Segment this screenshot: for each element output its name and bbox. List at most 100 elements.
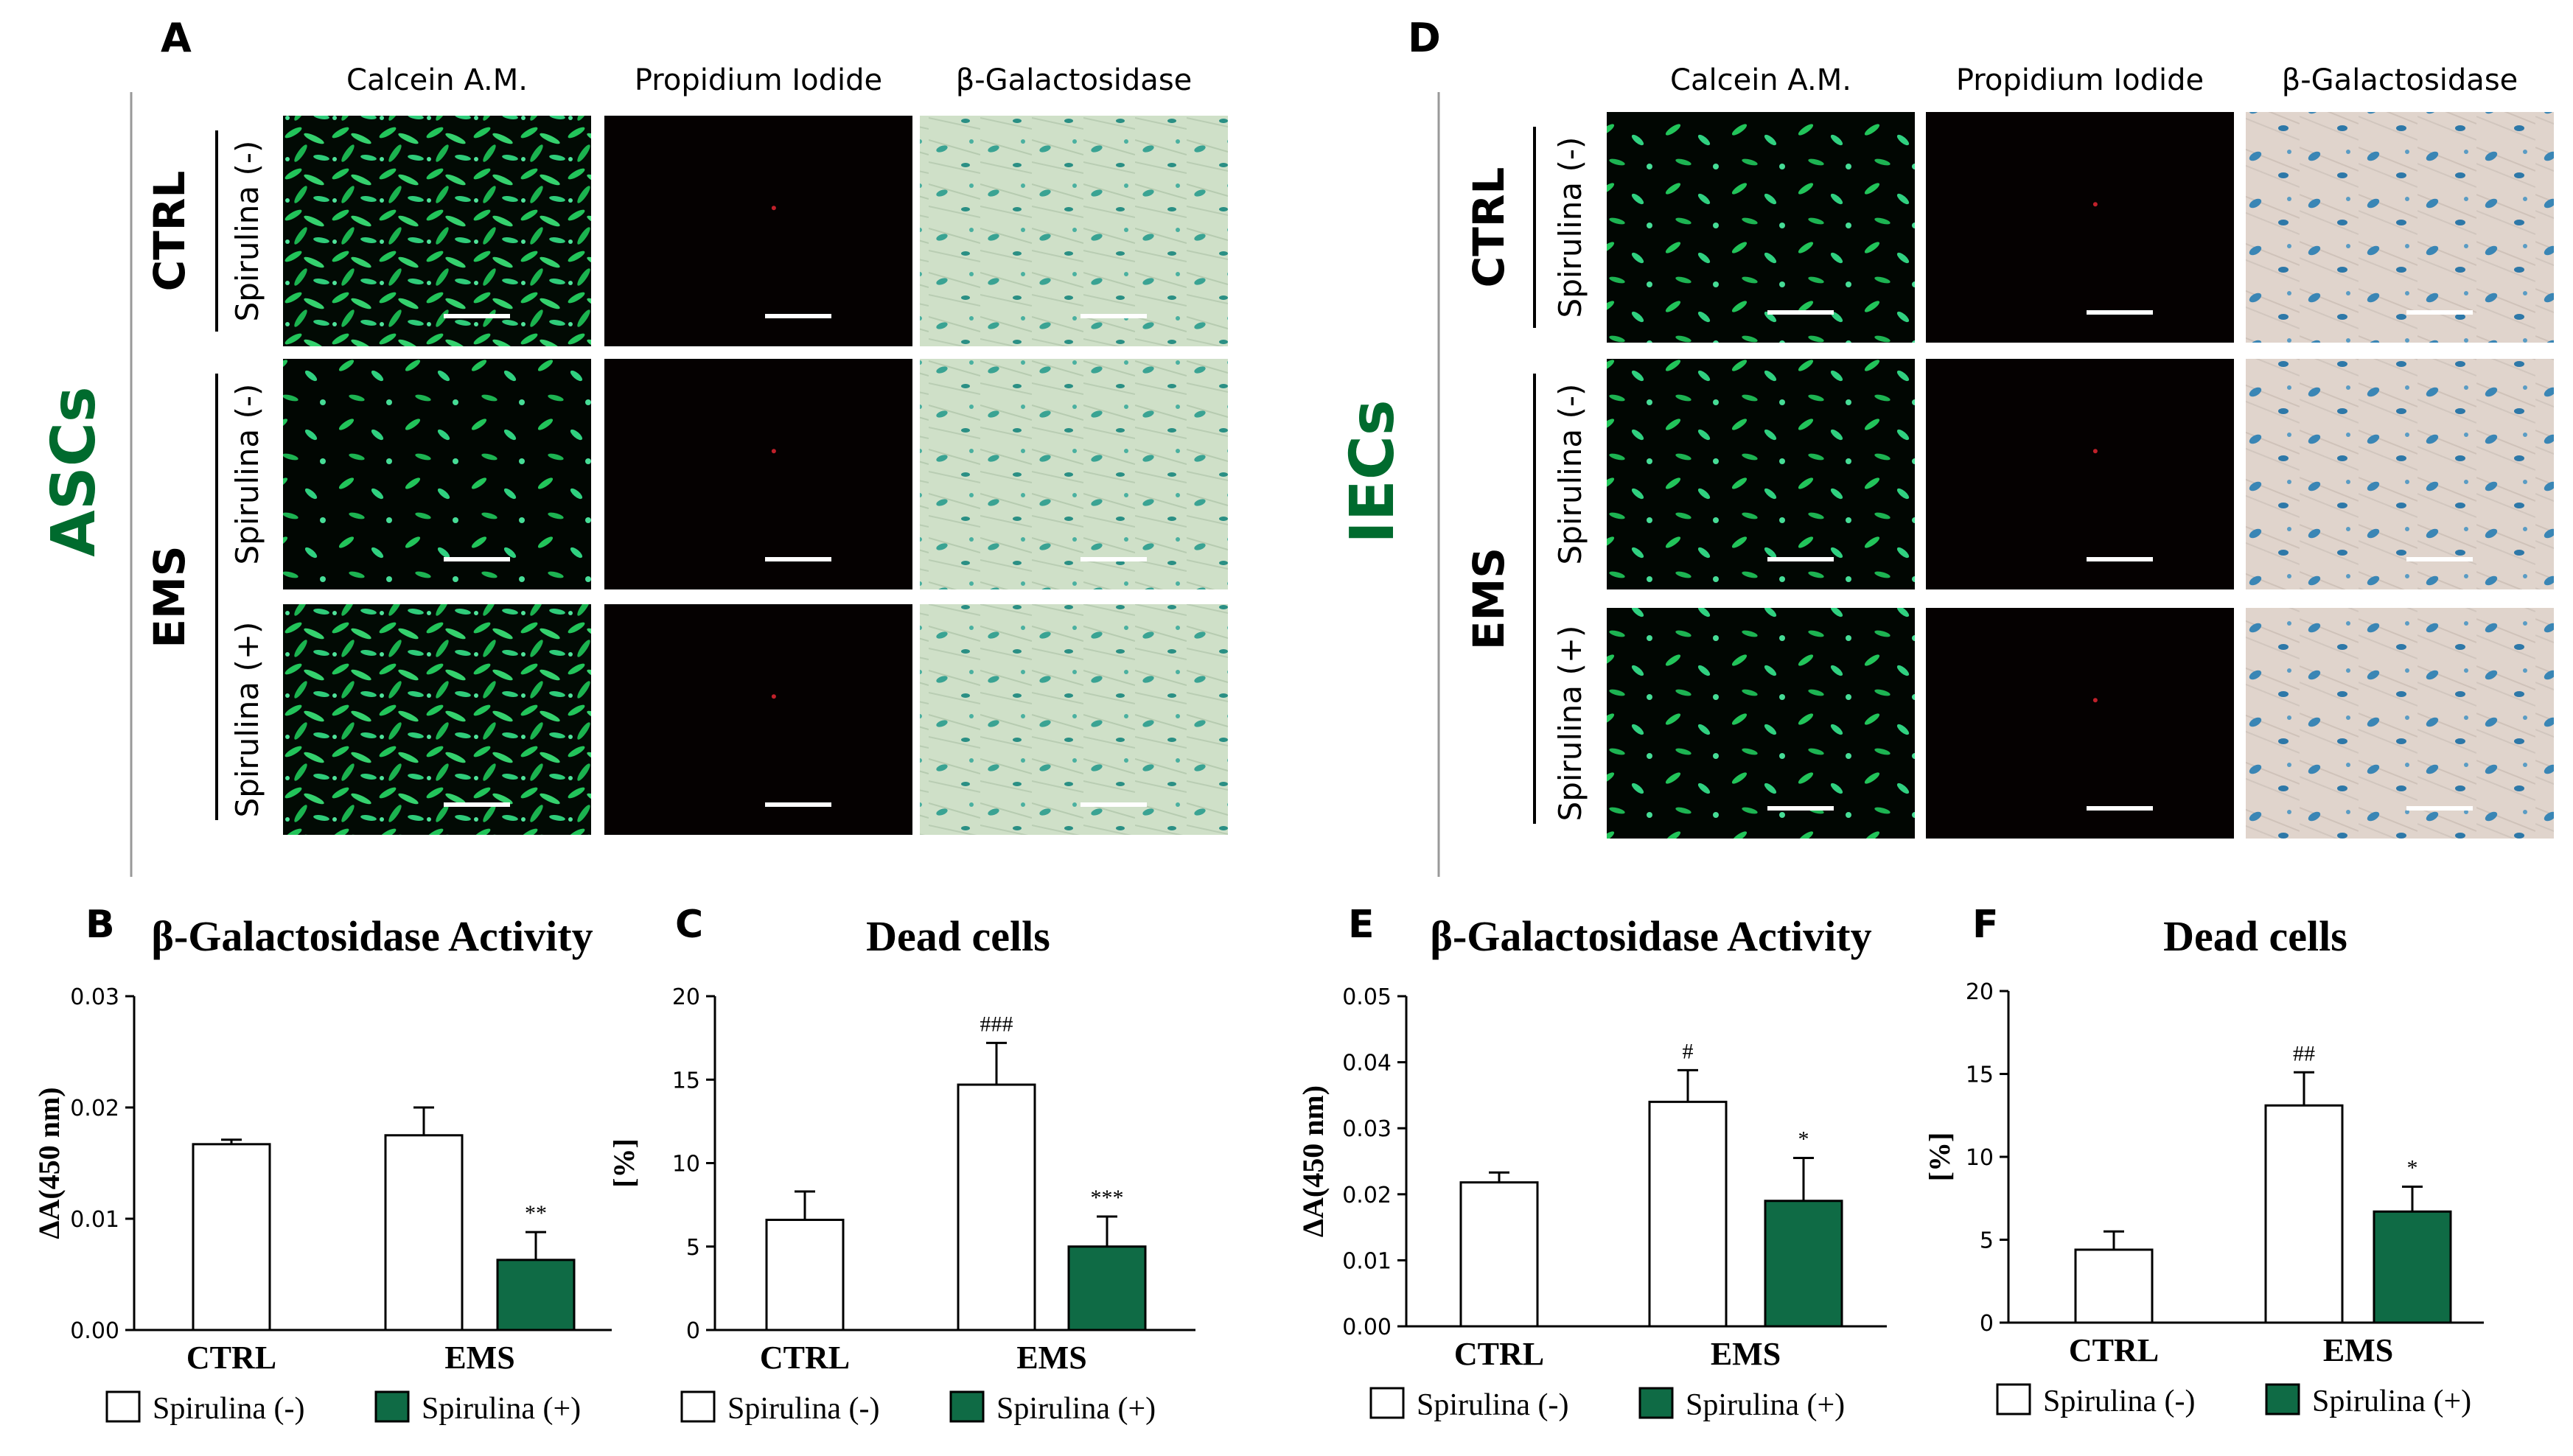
chart-title: β-Galactosidase Activity	[1430, 912, 1871, 960]
legend-label-neg: Spirulina (-)	[1417, 1388, 1568, 1422]
y-tick-label: 0.01	[70, 1207, 119, 1233]
significance-mark: #	[1683, 1039, 1694, 1063]
scale-bar	[444, 557, 510, 561]
legend-swatch-pos	[374, 1390, 410, 1423]
legend-label-neg: Spirulina (-)	[153, 1392, 304, 1426]
column-header: Propidium Iodide	[635, 63, 882, 97]
y-tick-label: 0	[1980, 1311, 1994, 1337]
chart-letter: F	[1972, 903, 1999, 947]
scale-bar	[1767, 310, 1834, 315]
y-tick-label: 15	[1966, 1063, 1994, 1088]
scale-bar	[1080, 557, 1147, 561]
micrograph-image	[283, 359, 591, 589]
micrograph-image	[920, 604, 1228, 835]
bar-spirulina-neg	[957, 1083, 1036, 1331]
chart-title: Dead cells	[2163, 912, 2347, 960]
significance-mark: ##	[2293, 1041, 2315, 1065]
x-category-label: CTRL	[1454, 1336, 1544, 1372]
bar-spirulina-neg	[384, 1134, 464, 1331]
significance-mark: *	[2407, 1156, 2418, 1180]
chart-letter: E	[1348, 903, 1375, 947]
significance-mark: *	[1798, 1127, 1809, 1152]
scale-bar	[765, 802, 831, 807]
y-tick-label: 0.03	[1342, 1116, 1392, 1142]
micrograph-image	[604, 604, 912, 835]
y-tick-label: 0.00	[70, 1318, 119, 1344]
y-axis-label: [%]	[607, 1138, 640, 1188]
row-label: Spirulina (-)	[229, 384, 265, 565]
micrograph-image	[283, 604, 591, 835]
bar-spirulina-pos	[1067, 1245, 1147, 1331]
bar-spirulina-pos	[1764, 1200, 1843, 1328]
micrograph-image	[1926, 112, 2234, 343]
legend-label-pos: Spirulina (+)	[996, 1392, 1156, 1426]
group-label: IECs	[1338, 399, 1408, 544]
bar-spirulina-pos	[496, 1259, 576, 1331]
y-tick-label: 0.05	[1342, 984, 1392, 1010]
y-axis-label: ΔA(450 nm)	[32, 1087, 66, 1239]
micrograph-image	[604, 359, 912, 589]
pi-spot	[2092, 202, 2098, 207]
bar-spirulina-neg	[1459, 1181, 1539, 1328]
chart-title: Dead cells	[866, 912, 1050, 960]
scale-bar	[2087, 557, 2153, 561]
x-category-label: CTRL	[2069, 1332, 2159, 1368]
legend-swatch-pos	[949, 1390, 985, 1423]
column-header: β-Galactosidase	[956, 63, 1193, 97]
y-tick-label: 20	[1966, 979, 1994, 1005]
bar-spirulina-neg	[2264, 1104, 2344, 1324]
micrograph-image	[2246, 608, 2554, 839]
pi-spot	[771, 694, 776, 699]
bar-spirulina-neg	[2074, 1248, 2154, 1324]
micrograph-image	[604, 116, 912, 346]
y-tick-label: 0.02	[1342, 1183, 1392, 1208]
legend-swatch-pos	[2265, 1383, 2300, 1415]
condition-label-ctrl: CTRL	[144, 171, 195, 292]
group-label: ASCs	[39, 386, 109, 557]
legend-swatch-neg	[105, 1390, 141, 1423]
scale-bar	[2406, 806, 2473, 811]
legend-label-neg: Spirulina (-)	[727, 1392, 879, 1426]
chart-letter: B	[85, 903, 115, 947]
significance-mark: ***	[1091, 1186, 1124, 1210]
condition-label-ctrl: CTRL	[1464, 167, 1514, 288]
micrograph-image	[1926, 359, 2234, 589]
chart-letter: C	[675, 903, 703, 947]
row-label: Spirulina (-)	[1552, 384, 1588, 565]
scale-bar	[765, 557, 831, 561]
y-tick-label: 5	[1980, 1228, 1994, 1254]
scale-bar	[2406, 310, 2473, 315]
y-tick-label: 0.00	[1342, 1315, 1392, 1340]
scale-bar	[1767, 557, 1834, 561]
x-category-label: EMS	[2323, 1332, 2393, 1368]
row-label: Spirulina (-)	[229, 141, 265, 322]
bar-spirulina-neg	[1648, 1100, 1728, 1328]
legend-label-pos: Spirulina (+)	[1686, 1388, 1845, 1422]
y-tick-label: 0.03	[70, 984, 119, 1010]
micrograph-image	[1926, 608, 2234, 839]
x-category-label: EMS	[1016, 1340, 1086, 1376]
row-label: Spirulina (-)	[1552, 137, 1588, 318]
legend-swatch-neg	[680, 1390, 716, 1423]
column-header: Propidium Iodide	[1956, 63, 2204, 97]
y-tick-label: 15	[672, 1068, 700, 1093]
condition-label-ems: EMS	[1464, 547, 1514, 650]
x-category-label: CTRL	[186, 1340, 276, 1376]
significance-mark: ###	[980, 1012, 1013, 1036]
panel-A	[130, 92, 1228, 877]
y-tick-label: 0	[686, 1318, 700, 1344]
micrograph-image	[920, 116, 1228, 346]
scale-bar	[2087, 806, 2153, 811]
micrograph-image	[2246, 359, 2554, 589]
row-label: Spirulina (+)	[1552, 626, 1588, 822]
x-category-label: EMS	[1711, 1336, 1781, 1372]
condition-label-ems: EMS	[144, 545, 195, 648]
micrograph-image	[1607, 112, 1915, 343]
y-tick-label: 0.01	[1342, 1248, 1392, 1274]
y-tick-label: 0.04	[1342, 1051, 1392, 1077]
legend-label-pos: Spirulina (+)	[2312, 1385, 2471, 1418]
legend-swatch-neg	[1996, 1383, 2031, 1415]
y-tick-label: 5	[686, 1235, 700, 1261]
